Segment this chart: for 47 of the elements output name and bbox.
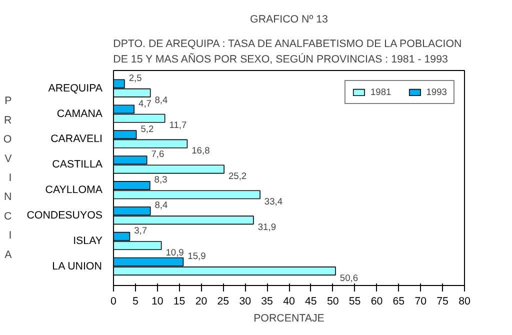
x-tick-label: 5 — [132, 296, 138, 308]
y-tick-label: ISLAY — [73, 234, 103, 247]
chart-subtitle: DPTO. DE AREQUIPA : TASA DE ANALFABETISMO DE LA POBLACION DE 15 Y MAS AÑOS POR SEXO, SEGÚN PROVINCIAS : 1981 - 1993 — [113, 38, 462, 66]
data-label: 8,4 — [154, 200, 168, 210]
x-tick-label: 80 — [458, 296, 470, 308]
data-label: 31,9 — [258, 222, 276, 232]
x-tick-label: 70 — [414, 296, 427, 308]
data-label: 16,8 — [192, 146, 210, 156]
y-tick-label: LA UNION — [52, 260, 102, 272]
text: PROVINCIA — [3, 95, 12, 261]
x-tick-label: 25 — [217, 296, 230, 308]
x-tick-label: 20 — [195, 296, 208, 308]
x-tick-label: 40 — [283, 296, 295, 308]
data-label: 11,7 — [169, 120, 187, 130]
data-label: 25,2 — [228, 171, 247, 182]
x-axis-title: PORCENTAJE — [254, 312, 324, 324]
x-tick-label: 50 — [326, 296, 339, 308]
x-tick-label: 60 — [370, 296, 383, 308]
data-label: 4,7 — [138, 98, 152, 108]
x-tick-label: 45 — [305, 296, 317, 308]
x-tick-label: 35 — [261, 296, 274, 308]
y-tick-label: CAMANA — [56, 108, 104, 120]
data-label: 8,4 — [154, 94, 168, 105]
y-tick-label: CONDESUYOS — [26, 210, 103, 222]
data-label: 3,7 — [134, 226, 148, 236]
y-tick-label: CAYLLOMA — [45, 184, 104, 196]
legend-label: 1993 — [426, 87, 447, 97]
y-tick-label: AREQUIPA — [48, 82, 104, 94]
legend-label: 1981 — [370, 87, 392, 97]
data-label: 2,5 — [128, 72, 142, 83]
data-label: 15,9 — [188, 250, 206, 261]
x-tick-label: 30 — [239, 296, 252, 308]
chart-title: GRAFICO Nº 13 — [250, 14, 328, 26]
data-label: 10,9 — [166, 247, 184, 258]
y-tick-label: CARAVELI — [50, 133, 103, 146]
x-tick-label: 75 — [436, 296, 449, 308]
x-tick-label: 10 — [151, 296, 164, 308]
data-label: 50,6 — [340, 272, 358, 283]
data-label: 8,3 — [154, 174, 168, 185]
y-tick-label: CASTILLA — [52, 158, 104, 171]
data-label: 5,2 — [140, 124, 154, 134]
x-tick-label: 0 — [110, 296, 117, 308]
x-tick-label: 55 — [348, 296, 361, 308]
data-label: 7,6 — [151, 149, 164, 160]
x-tick-label: 65 — [392, 296, 405, 308]
data-label: 33,4 — [264, 196, 283, 207]
x-tick-label: 15 — [173, 296, 186, 308]
